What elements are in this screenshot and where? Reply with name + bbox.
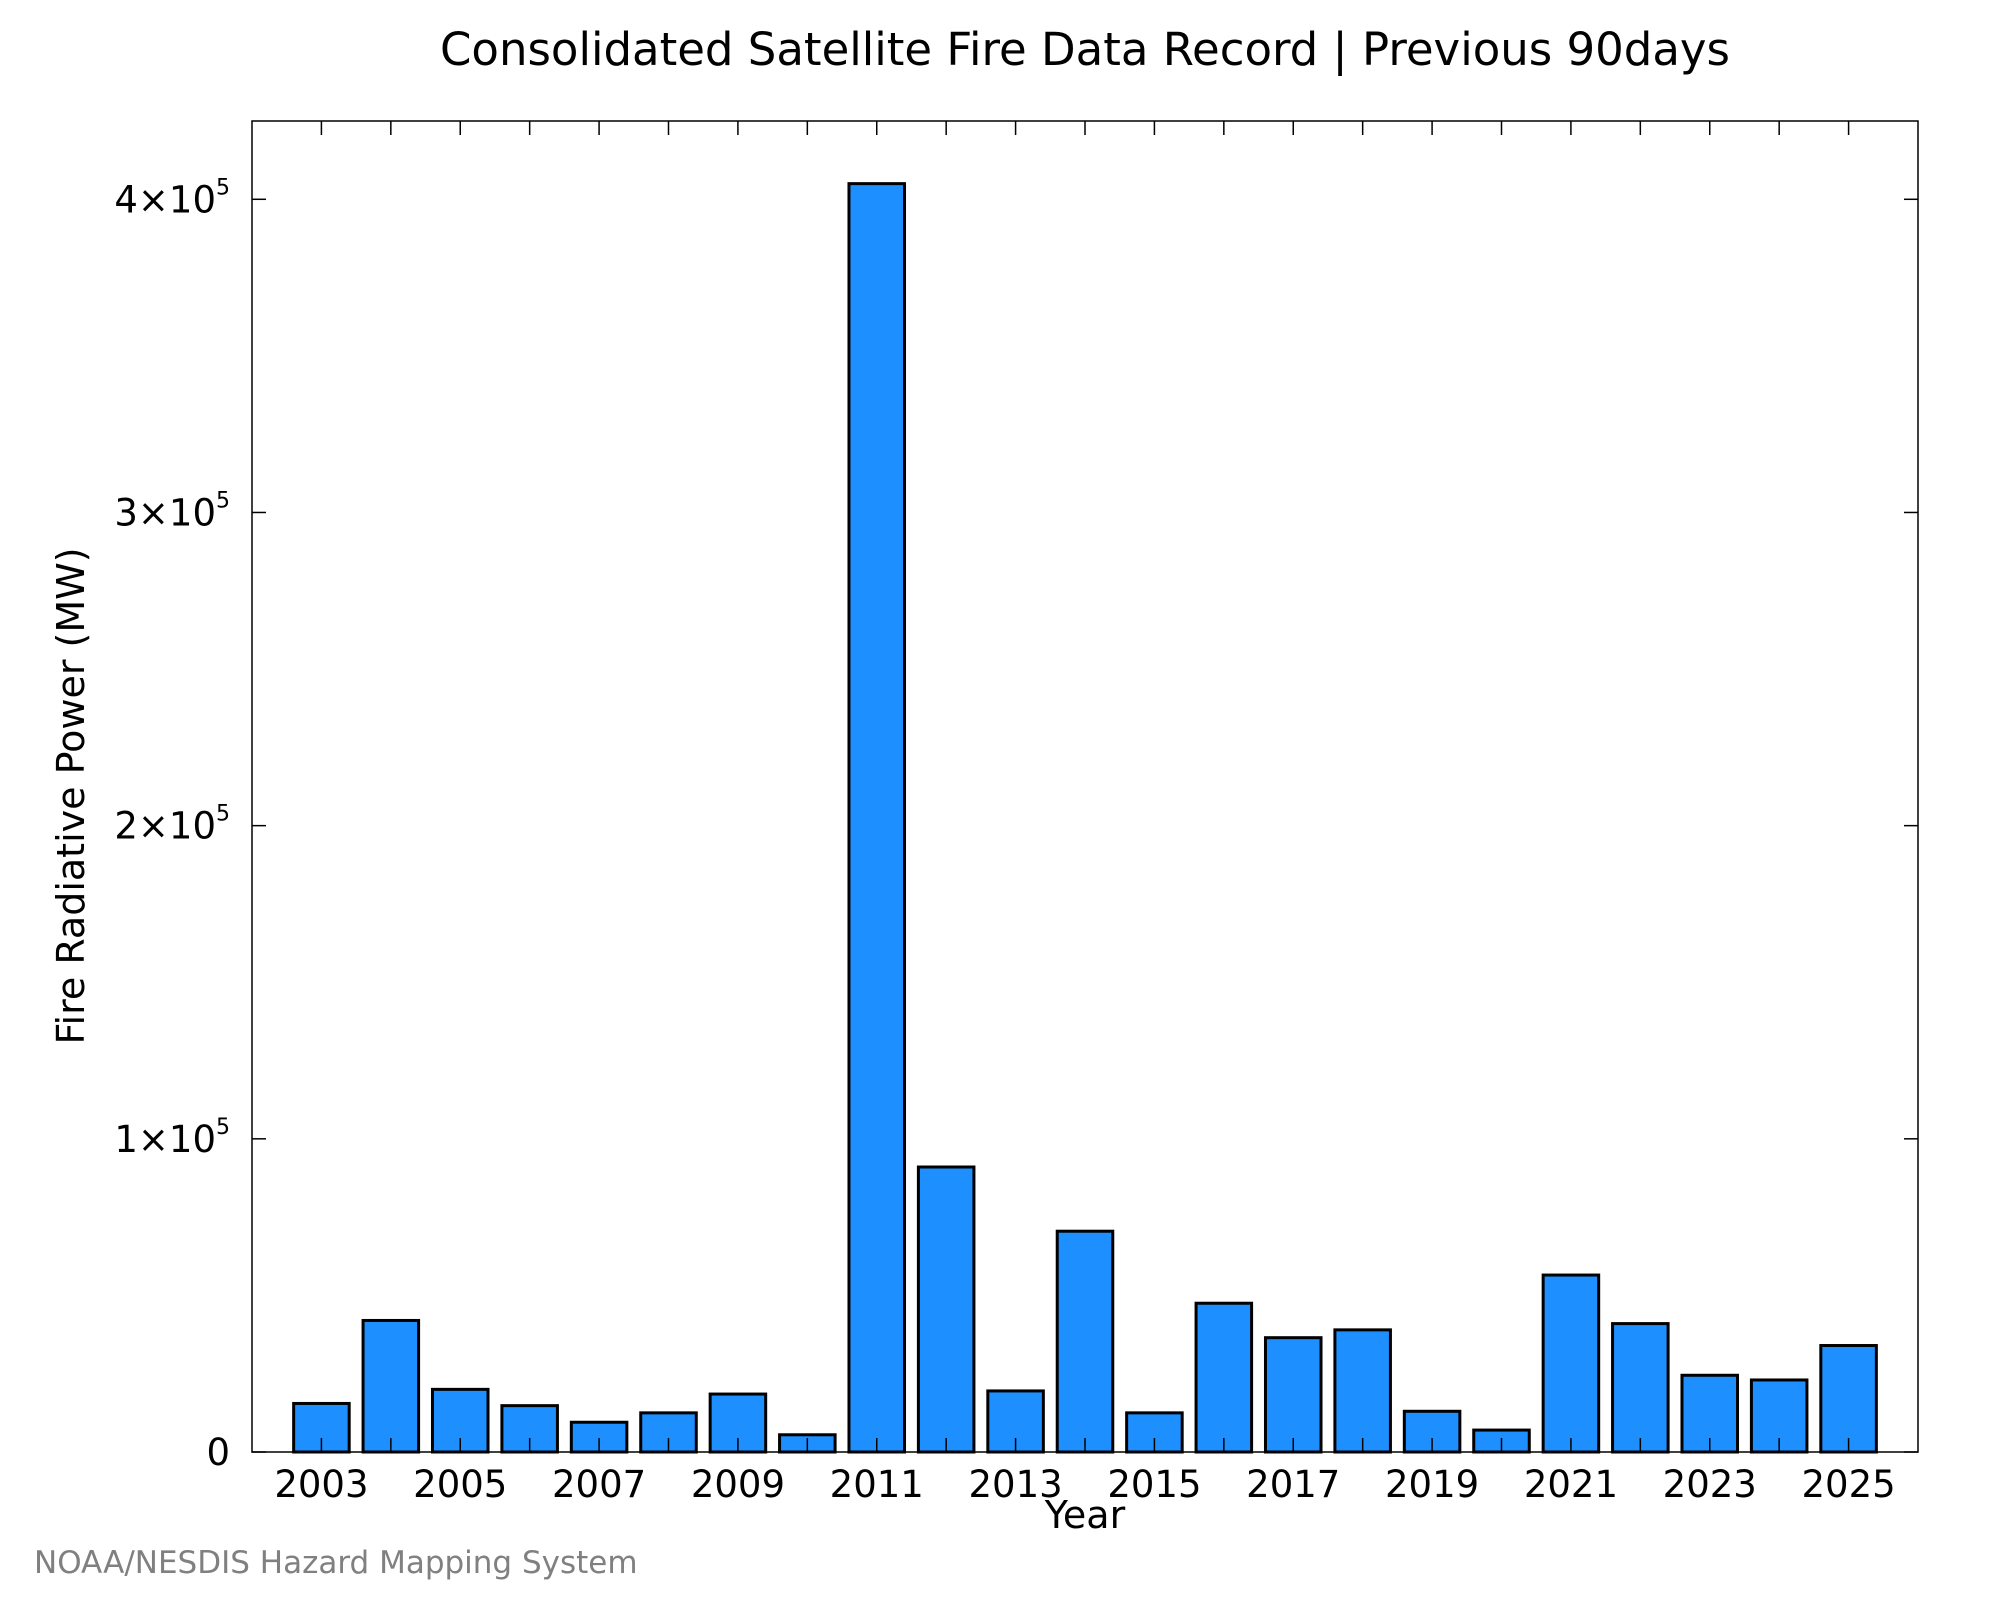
plot-area: 2003 2005 2007 2009 2011 2013 2015 2017 2019 2021… <box>114 120 1919 1506</box>
bar-2022 <box>1611 1322 1670 1454</box>
x-tick-label-2009: 2009 <box>691 1463 785 1506</box>
x-tick-label-2025: 2025 <box>1801 1463 1895 1506</box>
bar-2017 <box>1263 1336 1323 1454</box>
x-tick-label-2003: 2003 <box>274 1463 368 1506</box>
y-tick-label-400000: 4×105 <box>114 175 230 221</box>
y-axis-label: Fire Radiative Power (MW) <box>49 547 93 1044</box>
x-tick-label-2011: 2011 <box>830 1463 924 1506</box>
credit-text: NOAA/NESDIS Hazard Mapping System <box>34 1545 638 1581</box>
bar-2011 <box>847 182 907 1454</box>
y-tick-label-0: 0 <box>206 1431 230 1474</box>
y-tick-label-100000: 1×105 <box>114 1115 230 1161</box>
chart-title: Consolidated Satellite Fire Data Record … <box>440 23 1730 76</box>
x-tick-label-2013: 2013 <box>968 1463 1062 1506</box>
x-tick-label-2019: 2019 <box>1385 1463 1479 1506</box>
bar-2015 <box>1125 1411 1184 1454</box>
x-tick-label-2023: 2023 <box>1663 1463 1757 1506</box>
bar-2012 <box>916 1165 976 1454</box>
x-tick-label-2017: 2017 <box>1246 1463 1340 1506</box>
bar-2018 <box>1333 1328 1392 1454</box>
bar-2025 <box>1819 1344 1878 1454</box>
y-tick-label-200000: 2×105 <box>114 802 230 848</box>
x-tick-label-2007: 2007 <box>552 1463 646 1506</box>
x-tick-label-2021: 2021 <box>1524 1463 1618 1506</box>
x-axis-label: Year <box>1044 1493 1126 1537</box>
y-tick-label-300000: 3×105 <box>114 488 230 534</box>
x-tick-label-2005: 2005 <box>413 1463 507 1506</box>
bar-2004 <box>361 1318 421 1454</box>
bar-2014 <box>1055 1229 1115 1454</box>
bar-2021 <box>1541 1273 1601 1454</box>
x-tick-label-2015: 2015 <box>1107 1463 1201 1506</box>
bar-2016 <box>1194 1301 1254 1454</box>
